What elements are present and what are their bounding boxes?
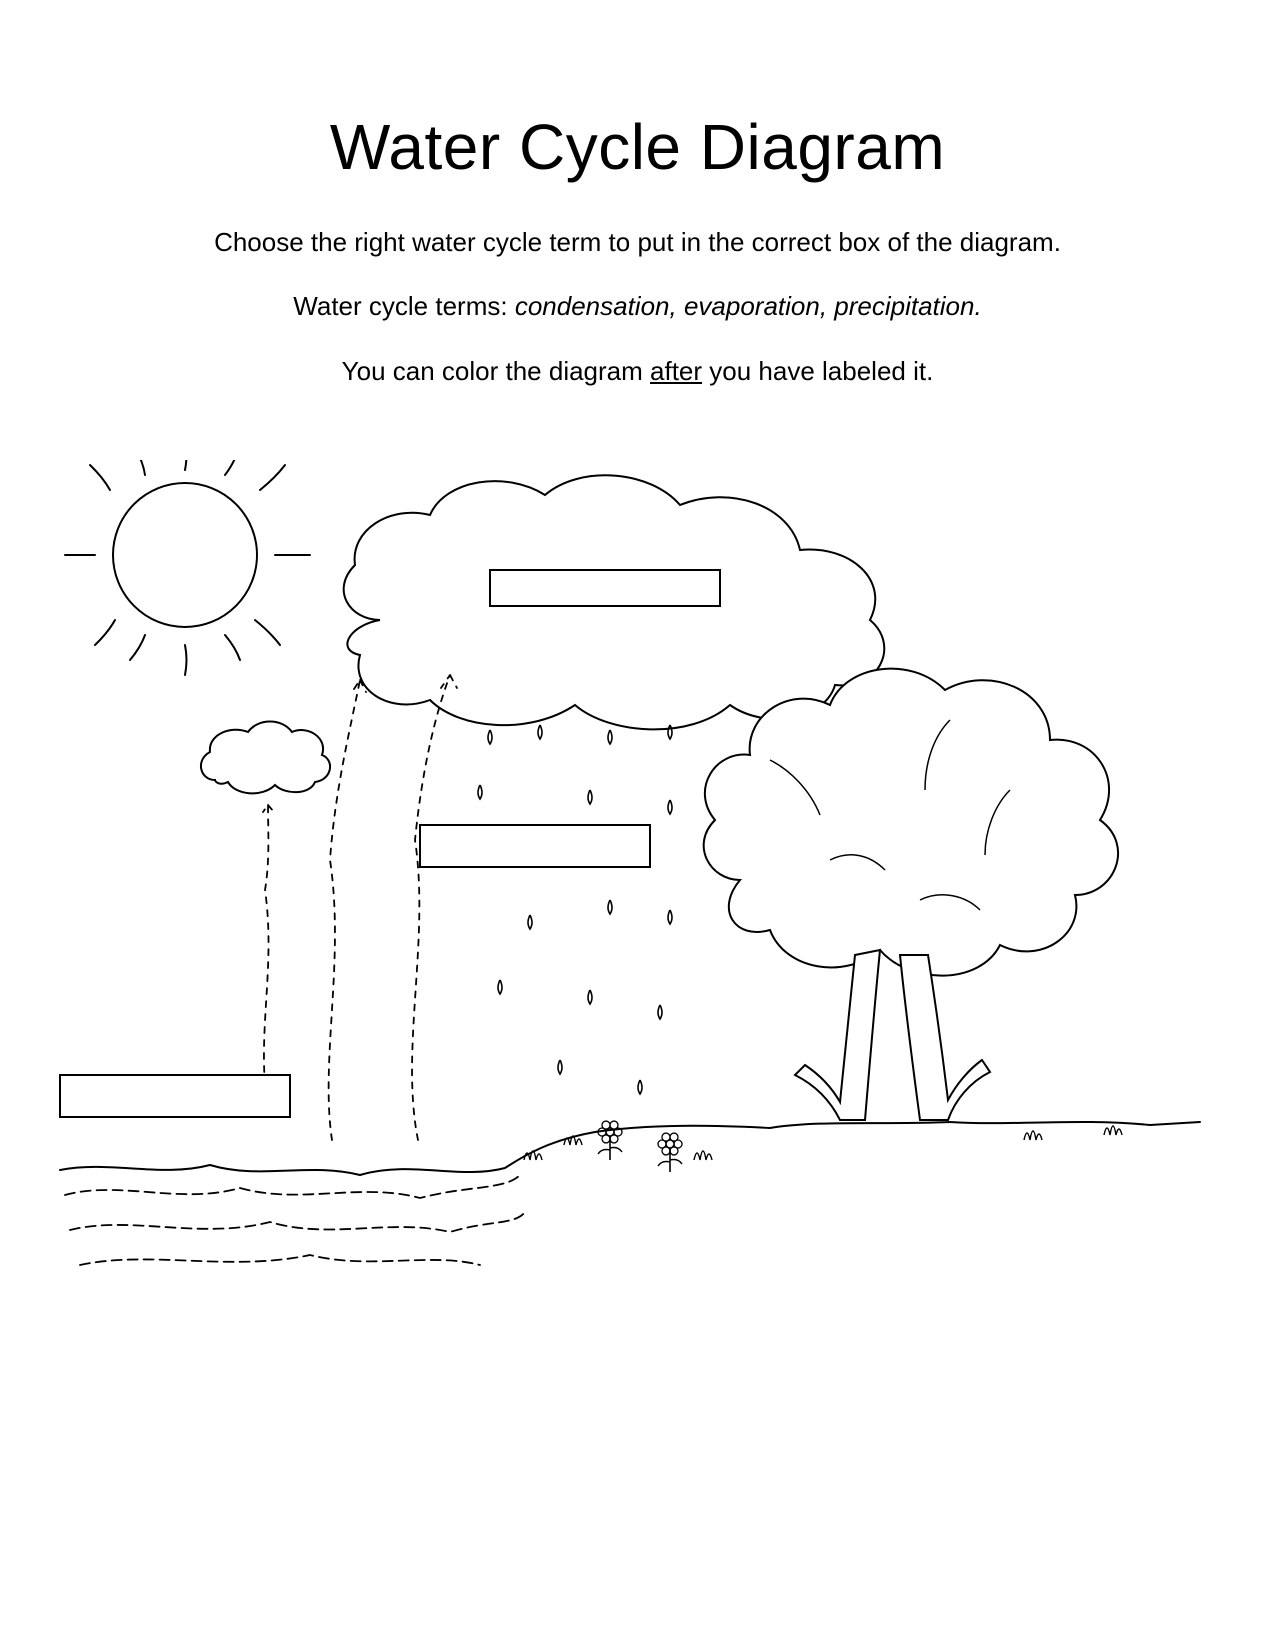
tree-trunk — [795, 950, 990, 1120]
tree-crown — [704, 669, 1118, 976]
raindrop-icon — [608, 730, 612, 744]
instruction-line-2: Water cycle terms: condensation, evapora… — [128, 288, 1148, 324]
raindrop-icon — [658, 1005, 662, 1019]
water-wave — [80, 1255, 480, 1265]
instruction-line-1: Choose the right water cycle term to put… — [128, 224, 1148, 260]
precipitation-box[interactable] — [420, 825, 650, 867]
diagram-svg — [50, 460, 1210, 1330]
raindrop-icon — [638, 1080, 642, 1094]
sun-ray — [255, 620, 280, 645]
evaporation-box[interactable] — [60, 1075, 290, 1117]
ground-line — [60, 1122, 1200, 1175]
grass-icon — [694, 1151, 712, 1160]
raindrop-icon — [668, 910, 672, 924]
water-cycle-diagram — [50, 460, 1210, 1330]
water-wave — [65, 1175, 520, 1198]
evaporation-arrow — [263, 805, 274, 1085]
sun-ray — [260, 465, 285, 490]
raindrop-icon — [538, 725, 542, 739]
line3-suffix: you have labeled it. — [702, 356, 933, 386]
raindrop-icon — [478, 785, 482, 799]
terms-prefix: Water cycle terms: — [293, 291, 515, 321]
instructions-block: Choose the right water cycle term to put… — [128, 224, 1148, 389]
raindrop-icon — [488, 730, 492, 744]
raindrop-icon — [498, 980, 502, 994]
sun-ray — [185, 645, 187, 675]
sun-ray — [130, 635, 145, 660]
sun-ray — [135, 460, 145, 475]
condensation-box[interactable] — [490, 570, 720, 606]
raindrop-icon — [608, 900, 612, 914]
sun-ray — [95, 620, 115, 645]
raindrop-icon — [588, 990, 592, 1004]
sun-ray — [225, 635, 240, 660]
evaporation-arrow — [412, 675, 457, 1140]
raindrop-icon — [668, 800, 672, 814]
sun-icon — [113, 483, 257, 627]
sun-ray — [225, 460, 238, 475]
raindrop-icon — [588, 790, 592, 804]
flower-icon — [658, 1133, 682, 1172]
instruction-line-3: You can color the diagram after you have… — [128, 353, 1148, 389]
line3-prefix: You can color the diagram — [342, 356, 650, 386]
page-title: Water Cycle Diagram — [0, 110, 1275, 184]
grass-icon — [1024, 1131, 1042, 1140]
sun-ray — [90, 465, 110, 490]
raindrop-icon — [528, 915, 532, 929]
grass-icon — [1104, 1126, 1122, 1135]
water-wave — [70, 1212, 525, 1232]
raindrop-icon — [558, 1060, 562, 1074]
cloud-small-icon — [201, 722, 330, 794]
terms-list: condensation, evaporation, precipitation… — [515, 291, 982, 321]
sun-ray — [185, 460, 187, 470]
evaporation-arrow — [329, 680, 366, 1140]
flower-icon — [598, 1121, 622, 1160]
line3-underlined: after — [650, 356, 702, 386]
